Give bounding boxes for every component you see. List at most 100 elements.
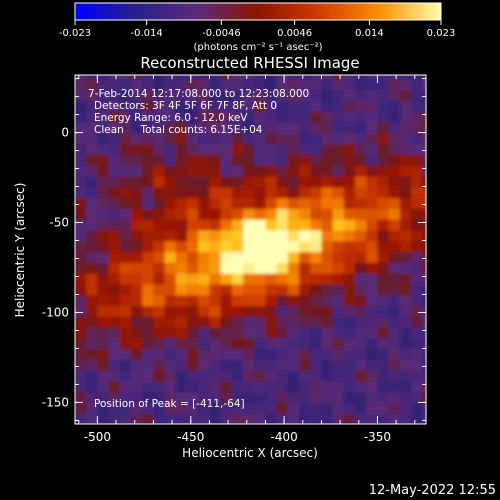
heatmap-cell xyxy=(366,348,379,361)
heatmap-cell xyxy=(310,359,323,371)
heatmap-cell xyxy=(75,359,88,371)
heatmap-cell xyxy=(310,316,323,328)
heatmap-cell xyxy=(187,413,200,424)
heatmap-cell xyxy=(231,251,244,263)
heatmap-cell xyxy=(187,218,200,231)
heatmap-cell xyxy=(389,57,401,69)
heatmap-cell xyxy=(411,413,424,424)
heatmap-cell xyxy=(75,89,76,101)
heatmap-cell xyxy=(344,424,356,436)
heatmap-cell xyxy=(220,262,233,274)
heatmap-cell xyxy=(243,75,256,80)
heatmap-cell xyxy=(142,132,155,145)
heatmap-cell xyxy=(276,186,289,199)
heatmap-cell xyxy=(231,175,244,188)
heatmap-cell xyxy=(433,284,445,296)
heatmap-cell xyxy=(310,208,323,220)
heatmap-cell xyxy=(220,326,233,339)
heatmap-cell xyxy=(310,78,323,91)
heatmap-cell xyxy=(299,326,312,339)
heatmap-cell xyxy=(411,175,424,188)
annotation-detectors: Detectors: 3F 4F 5F 6F 7F 8F, Att 0 xyxy=(94,100,277,112)
heatmap-cell xyxy=(119,164,132,177)
heatmap-cell xyxy=(164,218,177,231)
heatmap-cell xyxy=(164,75,177,80)
heatmap-cell xyxy=(332,402,345,415)
heatmap-cell xyxy=(209,413,222,424)
heatmap-cell xyxy=(131,326,144,339)
heatmap-cell xyxy=(220,121,233,134)
heatmap-cell xyxy=(164,413,177,424)
heatmap-cell xyxy=(299,348,312,361)
heatmap-cell xyxy=(164,391,177,404)
heatmap-cell xyxy=(366,110,379,123)
heatmap-cell xyxy=(299,218,312,231)
heatmap-cell xyxy=(243,283,256,296)
heatmap-cell xyxy=(75,57,87,69)
heatmap-cell xyxy=(142,413,155,424)
heatmap-cell xyxy=(399,197,412,209)
heatmap-cell xyxy=(343,262,356,274)
heatmap-cell xyxy=(388,197,401,209)
heatmap-cell xyxy=(109,57,121,69)
heatmap-cell xyxy=(75,262,88,274)
heatmap-cell xyxy=(86,240,99,253)
heatmap-cell xyxy=(198,326,211,339)
heatmap-cell xyxy=(209,294,222,307)
heatmap-cell xyxy=(75,380,76,393)
heatmap-cell xyxy=(75,294,76,307)
heatmap-cell xyxy=(243,391,256,404)
plot-timestamp: 12-May-2022 12:55 xyxy=(369,483,496,498)
heatmap-cell xyxy=(411,272,424,285)
heatmap-cell xyxy=(187,143,200,155)
heatmap-cell xyxy=(175,132,188,145)
heatmap-cell xyxy=(399,164,412,177)
heatmap-cell xyxy=(310,240,323,253)
heatmap-cell xyxy=(332,294,345,307)
heatmap-cell xyxy=(97,154,110,166)
heatmap-cell xyxy=(343,100,356,112)
heatmap-cell xyxy=(86,251,99,263)
heatmap-cell xyxy=(254,132,267,145)
heatmap-cell xyxy=(86,218,99,231)
heatmap-cell xyxy=(187,262,200,274)
heatmap-cell xyxy=(119,305,132,317)
heatmap-cell xyxy=(366,380,379,393)
heatmap-cell xyxy=(231,359,244,371)
heatmap-cell xyxy=(332,110,345,123)
heatmap-cell xyxy=(142,294,155,307)
heatmap-cell xyxy=(187,316,200,328)
heatmap-cell xyxy=(388,186,401,199)
heatmap-cell xyxy=(355,402,368,415)
heatmap-cell xyxy=(164,121,177,134)
heatmap-cell xyxy=(366,100,379,112)
heatmap-cell xyxy=(310,424,322,436)
heatmap-cell xyxy=(243,316,256,328)
heatmap-cell xyxy=(198,186,211,199)
heatmap-cell xyxy=(243,424,255,436)
heatmap-cell xyxy=(187,229,200,242)
heatmap-cell xyxy=(97,370,110,382)
heatmap-cell xyxy=(75,186,88,199)
heatmap-cell xyxy=(209,380,222,393)
heatmap-cell xyxy=(377,413,390,424)
heatmap-cell xyxy=(355,89,368,101)
heatmap-cell xyxy=(411,100,424,112)
heatmap-cell xyxy=(411,229,424,242)
heatmap-cell xyxy=(142,197,155,209)
heatmap-cell xyxy=(411,294,424,307)
heatmap-cell xyxy=(220,337,233,350)
heatmap-cell xyxy=(142,75,155,80)
heatmap-cell xyxy=(86,283,99,296)
heatmap-cell xyxy=(422,272,426,285)
heatmap-cell xyxy=(276,305,289,317)
heatmap-cell xyxy=(119,143,132,155)
heatmap-cell xyxy=(377,89,390,101)
heatmap-cell xyxy=(131,197,144,209)
heatmap-cell xyxy=(388,272,401,285)
heatmap-cell xyxy=(433,241,445,253)
heatmap-cell xyxy=(108,348,121,361)
heatmap-cell xyxy=(321,154,334,166)
heatmap-cell xyxy=(355,100,368,112)
heatmap-cell xyxy=(366,186,379,199)
